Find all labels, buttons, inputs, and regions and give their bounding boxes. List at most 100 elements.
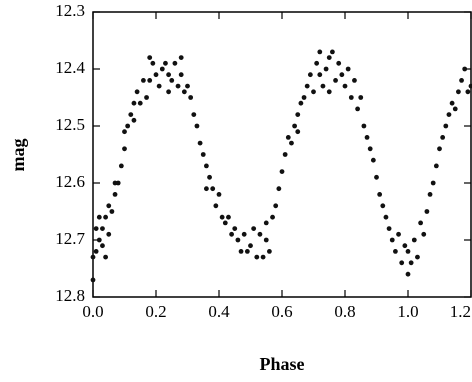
data-point (405, 271, 411, 277)
data-point (100, 226, 105, 232)
data-point (352, 78, 357, 83)
data-point (295, 112, 301, 117)
data-point (430, 180, 436, 186)
data-point (178, 55, 184, 60)
data-point (304, 83, 310, 89)
data-point (443, 123, 449, 129)
data-point (364, 135, 370, 140)
data-point (172, 60, 178, 66)
data-point (326, 55, 332, 60)
data-point (122, 129, 127, 135)
data-point (147, 55, 153, 60)
data-point (462, 66, 468, 72)
plot-frame (92, 11, 472, 298)
data-point (260, 254, 266, 260)
data-point (222, 220, 228, 226)
data-point (226, 214, 231, 220)
data-point (330, 49, 335, 55)
x-tick-label: 0.0 (82, 302, 103, 321)
y-tick-label: 12.5 (55, 115, 85, 134)
data-point (374, 174, 379, 180)
data-point (134, 89, 140, 95)
data-point (191, 112, 197, 117)
data-point (103, 214, 108, 220)
data-point (90, 254, 96, 260)
y-tick-label: 12.8 (55, 286, 85, 305)
data-point (178, 72, 184, 78)
x-tick-label: 0.2 (145, 302, 166, 321)
data-point (251, 226, 257, 232)
data-point (367, 146, 373, 152)
y-axis-title: mag (8, 139, 28, 172)
data-point (96, 237, 102, 243)
data-point (386, 226, 392, 232)
data-point (339, 72, 345, 78)
data-point (229, 231, 235, 237)
data-point (446, 112, 452, 117)
data-point (207, 174, 212, 180)
data-point (213, 203, 219, 209)
data-point (358, 95, 364, 100)
y-tick-label: 12.4 (55, 58, 85, 77)
data-point (402, 243, 408, 249)
data-point (345, 66, 351, 72)
data-point (418, 220, 423, 226)
data-point (383, 214, 389, 220)
data-point (100, 243, 105, 249)
data-point (219, 214, 225, 220)
data-point (175, 83, 181, 89)
data-point (361, 123, 367, 129)
y-tick-label: 12.6 (55, 172, 85, 191)
data-point (408, 260, 414, 266)
data-point (204, 163, 209, 169)
data-point (106, 203, 112, 209)
data-point (465, 89, 471, 95)
data-point (285, 135, 291, 140)
data-point (122, 146, 127, 152)
data-point (301, 95, 307, 100)
data-point (333, 78, 338, 83)
data-point (452, 106, 458, 112)
x-tick-label: 0.6 (271, 302, 292, 321)
data-point (393, 249, 398, 254)
data-point (427, 192, 433, 197)
data-point (317, 72, 323, 78)
data-point (137, 100, 143, 106)
data-point (263, 220, 269, 226)
data-point (232, 226, 238, 232)
data-point (118, 163, 124, 169)
data-point (188, 95, 194, 100)
data-point (336, 60, 342, 66)
data-point (93, 226, 99, 232)
data-point (109, 209, 115, 214)
data-point (93, 249, 99, 254)
data-point (263, 237, 269, 243)
data-point (421, 231, 427, 237)
data-point (115, 180, 121, 186)
data-point (317, 49, 323, 55)
data-point (273, 203, 279, 209)
data-point (210, 186, 216, 192)
x-axis-title: Phase (260, 354, 305, 374)
data-point (456, 89, 461, 95)
data-point (307, 72, 313, 78)
data-point (185, 83, 190, 89)
data-point (282, 152, 288, 157)
x-tick-label: 0.4 (208, 302, 230, 321)
data-point (440, 135, 446, 140)
data-point (355, 106, 360, 112)
data-point (292, 123, 297, 129)
data-point (298, 100, 304, 106)
data-point (424, 209, 430, 214)
data-point (197, 140, 203, 146)
data-point (156, 83, 162, 89)
data-point (141, 78, 146, 83)
data-point (241, 231, 247, 237)
data-point (166, 89, 172, 95)
data-point (468, 83, 472, 89)
data-point (125, 123, 131, 129)
data-point (279, 169, 285, 175)
data-point (348, 95, 354, 100)
data-point (169, 78, 175, 83)
